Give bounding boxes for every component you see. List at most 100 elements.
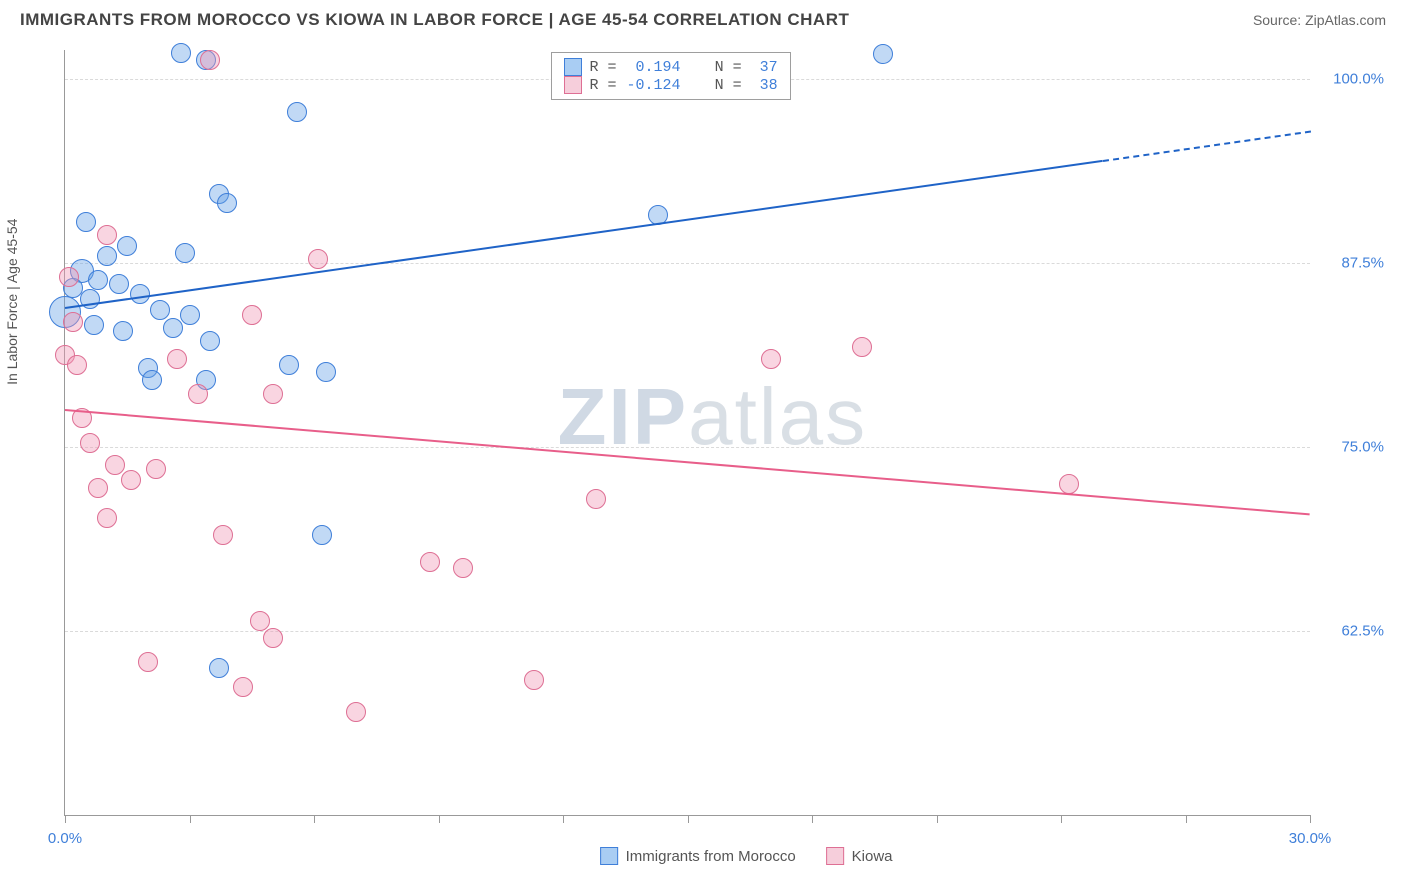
x-tick [1061, 815, 1062, 823]
y-tick-label: 100.0% [1318, 71, 1384, 88]
data-point [105, 455, 125, 475]
x-tick [1310, 815, 1311, 823]
x-tick [190, 815, 191, 823]
data-point [180, 305, 200, 325]
legend-swatch [600, 847, 618, 865]
legend-label: Kiowa [852, 848, 893, 865]
data-point [761, 349, 781, 369]
trend-line-dashed [1102, 131, 1310, 162]
data-point [312, 525, 332, 545]
data-point [420, 552, 440, 572]
data-point [59, 267, 79, 287]
data-point [250, 611, 270, 631]
legend-swatch [826, 847, 844, 865]
data-point [142, 370, 162, 390]
data-point [175, 243, 195, 263]
gridline [65, 447, 1310, 448]
data-point [163, 318, 183, 338]
data-point [167, 349, 187, 369]
data-point [873, 44, 893, 64]
r-value: 0.194 [625, 59, 681, 76]
data-point [346, 702, 366, 722]
x-tick [812, 815, 813, 823]
y-tick-label: 87.5% [1318, 255, 1384, 272]
n-label: N = [715, 77, 742, 94]
data-point [171, 43, 191, 63]
data-point [586, 489, 606, 509]
data-point [287, 102, 307, 122]
correlation-row: R = -0.124 N = 38 [564, 76, 778, 94]
data-point [97, 225, 117, 245]
data-point [76, 212, 96, 232]
legend-item: Kiowa [826, 847, 893, 865]
chart-title: IMMIGRANTS FROM MOROCCO VS KIOWA IN LABO… [20, 10, 849, 30]
data-point [213, 525, 233, 545]
data-point [524, 670, 544, 690]
data-point [188, 384, 208, 404]
data-point [67, 355, 87, 375]
x-tick [563, 815, 564, 823]
data-point [97, 246, 117, 266]
x-tick [688, 815, 689, 823]
data-point [308, 249, 328, 269]
x-tick [937, 815, 938, 823]
data-point [453, 558, 473, 578]
x-tick-label: 0.0% [48, 830, 82, 847]
source-label: Source: ZipAtlas.com [1253, 12, 1386, 28]
data-point [316, 362, 336, 382]
data-point [852, 337, 872, 357]
x-tick [439, 815, 440, 823]
correlation-box: R = 0.194 N = 37 R = -0.124 N = 38 [551, 52, 791, 100]
x-tick [65, 815, 66, 823]
data-point [121, 470, 141, 490]
x-tick [314, 815, 315, 823]
data-point [217, 193, 237, 213]
watermark: ZIPatlas [558, 371, 867, 463]
data-point [150, 300, 170, 320]
data-point [84, 315, 104, 335]
legend-item: Immigrants from Morocco [600, 847, 796, 865]
data-point [117, 236, 137, 256]
gridline [65, 263, 1310, 264]
data-point [80, 433, 100, 453]
y-tick-label: 75.0% [1318, 439, 1384, 456]
n-label: N = [715, 59, 742, 76]
data-point [200, 50, 220, 70]
data-point [209, 658, 229, 678]
chart-area: In Labor Force | Age 45-54 ZIPatlas 62.5… [18, 46, 1388, 874]
y-axis-label: In Labor Force | Age 45-54 [4, 219, 20, 385]
trend-line [65, 160, 1103, 309]
data-point [109, 274, 129, 294]
data-point [263, 384, 283, 404]
data-point [1059, 474, 1079, 494]
plot-area: ZIPatlas 62.5%75.0%87.5%100.0%0.0%30.0%R… [64, 50, 1310, 816]
data-point [88, 270, 108, 290]
x-tick [1186, 815, 1187, 823]
data-point [200, 331, 220, 351]
legend-swatch [564, 58, 582, 76]
data-point [233, 677, 253, 697]
correlation-row: R = 0.194 N = 37 [564, 58, 778, 76]
data-point [130, 284, 150, 304]
r-value: -0.124 [625, 77, 681, 94]
y-tick-label: 62.5% [1318, 623, 1384, 640]
n-value: 37 [750, 59, 778, 76]
gridline [65, 631, 1310, 632]
legend-label: Immigrants from Morocco [626, 848, 796, 865]
data-point [138, 652, 158, 672]
legend-swatch [564, 76, 582, 94]
data-point [63, 312, 83, 332]
x-tick-label: 30.0% [1289, 830, 1332, 847]
data-point [263, 628, 283, 648]
data-point [113, 321, 133, 341]
trend-line [65, 409, 1310, 515]
data-point [279, 355, 299, 375]
n-value: 38 [750, 77, 778, 94]
r-label: R = [590, 77, 617, 94]
data-point [146, 459, 166, 479]
data-point [88, 478, 108, 498]
data-point [97, 508, 117, 528]
legend: Immigrants from Morocco Kiowa [600, 847, 893, 865]
data-point [242, 305, 262, 325]
r-label: R = [590, 59, 617, 76]
